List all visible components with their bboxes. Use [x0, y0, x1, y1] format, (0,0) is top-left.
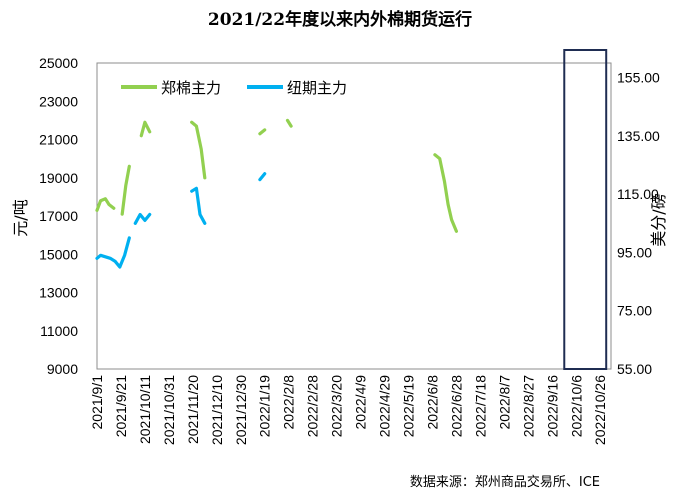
x-tick-label: 2022/7/18	[472, 375, 488, 437]
series-line-ice	[133, 212, 152, 225]
right-axis-ticks: 55.00 75.00 95.00 115.00 135.00 155.00	[617, 70, 660, 377]
series-line-ice	[95, 236, 131, 269]
x-tick-label: 2022/8/7	[496, 375, 512, 430]
x-tick-label: 2022/6/8	[424, 375, 440, 430]
series-line-zhengmian	[139, 120, 152, 138]
x-tick-label: 2022/10/6	[568, 375, 584, 437]
series-line-zhengmian	[258, 128, 267, 136]
series-line-zhengmian	[120, 164, 131, 216]
x-tick-label: 2022/4/9	[353, 375, 369, 430]
left-tick-label: 11000	[40, 323, 78, 339]
x-tick-label: 2021/10/11	[137, 375, 153, 444]
x-tick-label: 2021/12/10	[209, 375, 225, 445]
x-tick-label: 2021/9/21	[113, 375, 129, 437]
right-tick-label: 135.00	[617, 128, 660, 144]
right-tick-label: 75.00	[617, 303, 652, 319]
legend: 郑棉主力 纽期主力	[121, 79, 347, 97]
x-tick-label: 2022/8/27	[520, 375, 536, 437]
right-tick-label: 95.00	[617, 244, 652, 260]
series-line-zhengmian	[190, 120, 207, 180]
left-tick-label: 13000	[39, 285, 78, 301]
data-source: 数据来源：郑州商品交易所、ICE	[410, 474, 600, 490]
right-tick-label: 55.00	[617, 361, 652, 377]
legend-label: 纽期主力	[287, 79, 347, 97]
left-axis-ticks: 9000 11000 13000 15000 17000 19000 21000 23000 2…	[39, 55, 78, 377]
series-line-ice	[190, 186, 207, 225]
x-tick-label: 2022/4/29	[377, 375, 393, 437]
left-tick-label: 9000	[47, 361, 78, 377]
x-tick-label: 2022/3/20	[329, 375, 345, 437]
plot-area	[96, 62, 612, 370]
highlight-box	[563, 49, 608, 370]
x-axis-ticks: 2021/9/1 2021/9/21 2021/10/11 2021/10/31 202…	[89, 375, 608, 445]
left-tick-label: 15000	[39, 246, 78, 262]
left-tick-label: 25000	[39, 55, 78, 71]
x-tick-label: 2022/5/19	[401, 375, 417, 437]
series-layer	[95, 118, 458, 269]
x-tick-label: 2022/1/19	[257, 375, 273, 437]
right-tick-label: 155.00	[617, 70, 660, 86]
chart-title: 2021/22年度以来内外棉期货运行	[208, 9, 472, 30]
left-tick-label: 21000	[39, 132, 78, 148]
x-tick-label: 2022/9/16	[544, 375, 560, 437]
series-line-ice	[258, 172, 267, 182]
x-tick-label: 2022/2/28	[305, 375, 321, 437]
x-tick-label: 2021/9/1	[89, 375, 105, 430]
left-tick-label: 23000	[39, 93, 78, 109]
x-tick-label: 2022/6/28	[448, 375, 464, 437]
left-tick-label: 19000	[39, 170, 78, 186]
left-tick-label: 17000	[39, 208, 78, 224]
right-axis-title: 美分/磅	[649, 193, 668, 246]
legend-label: 郑棉主力	[161, 79, 221, 97]
x-tick-label: 2021/11/20	[185, 375, 201, 444]
series-line-zhengmian	[433, 153, 458, 233]
right-tick-label: 115.00	[617, 186, 659, 202]
x-tick-label: 2022/10/26	[592, 375, 608, 445]
series-line-zhengmian	[95, 197, 116, 212]
x-tick-label: 2022/2/8	[281, 375, 297, 430]
x-tick-label: 2021/12/30	[233, 375, 249, 445]
x-tick-label: 2021/10/31	[161, 375, 177, 445]
left-axis-title: 元/吨	[11, 199, 30, 236]
series-line-zhengmian	[285, 118, 293, 128]
